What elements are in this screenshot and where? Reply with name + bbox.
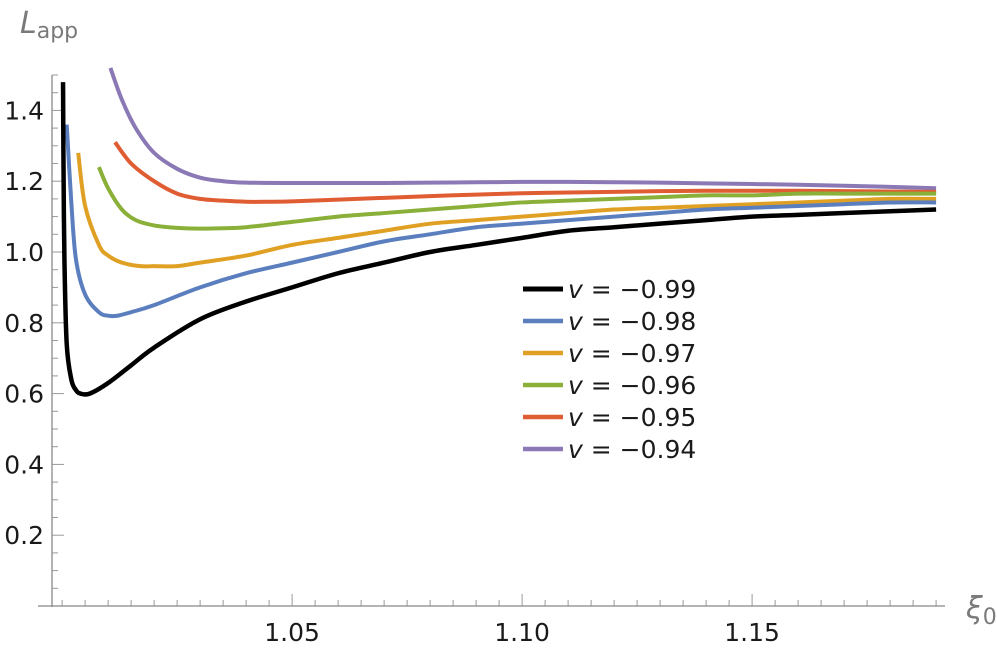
y-tick-labels: 0.2 0.4 0.6 0.8 1.0 1.2 1.4 bbox=[4, 96, 44, 550]
y-axis-label-sub: app bbox=[37, 19, 78, 44]
legend-label-value: = −0.99 bbox=[583, 275, 696, 304]
y-tick-label: 1.4 bbox=[4, 96, 44, 125]
x-tick-label: 1.10 bbox=[494, 618, 550, 647]
y-tick-label: 0.8 bbox=[4, 309, 44, 338]
x-axis-label: ξ0 bbox=[965, 591, 997, 630]
series-lines bbox=[60, 67, 937, 397]
legend-label-value: = −0.94 bbox=[583, 435, 696, 464]
legend: v = −0.99v = −0.98v = −0.97v = −0.96v = … bbox=[523, 275, 696, 464]
legend-label-value: = −0.95 bbox=[583, 403, 696, 432]
series-line-1 bbox=[64, 124, 937, 319]
legend-label: v = −0.99 bbox=[568, 275, 696, 304]
y-tick-label: 0.2 bbox=[4, 521, 44, 550]
x-tick-label: 1.15 bbox=[724, 618, 780, 647]
x-axis-label-main: ξ bbox=[965, 591, 983, 626]
legend-label: v = −0.94 bbox=[568, 435, 696, 464]
legend-label: v = −0.97 bbox=[568, 339, 696, 368]
y-tick-label: 1.0 bbox=[4, 238, 44, 267]
legend-label-var: v bbox=[568, 403, 584, 432]
series-line-5 bbox=[108, 67, 937, 191]
x-tick-label: 1.05 bbox=[264, 618, 320, 647]
legend-label-var: v bbox=[568, 275, 584, 304]
series-line-0 bbox=[60, 82, 937, 397]
legend-label-value: = −0.98 bbox=[583, 307, 696, 336]
series-line-4 bbox=[113, 141, 937, 204]
legend-label: v = −0.96 bbox=[568, 371, 696, 400]
y-tick-label: 0.6 bbox=[4, 380, 44, 409]
legend-label: v = −0.98 bbox=[568, 307, 696, 336]
x-tick-labels: 1.05 1.10 1.15 bbox=[264, 618, 780, 647]
legend-label-value: = −0.96 bbox=[583, 371, 696, 400]
legend-label-var: v bbox=[568, 307, 584, 336]
x-axis-label-sub: 0 bbox=[983, 605, 997, 630]
series-line-3 bbox=[97, 166, 937, 231]
y-tick-label: 1.2 bbox=[4, 167, 44, 196]
series-line-2 bbox=[76, 152, 937, 269]
legend-label-value: = −0.97 bbox=[583, 339, 696, 368]
y-tick-label: 0.4 bbox=[4, 450, 44, 479]
y-axis-label: Lapp bbox=[20, 6, 78, 44]
legend-label-var: v bbox=[568, 435, 584, 464]
legend-label-var: v bbox=[568, 339, 584, 368]
axis-ticks bbox=[52, 74, 937, 606]
legend-label: v = −0.95 bbox=[568, 403, 696, 432]
y-axis-label-main: L bbox=[20, 6, 37, 41]
legend-label-var: v bbox=[568, 371, 584, 400]
